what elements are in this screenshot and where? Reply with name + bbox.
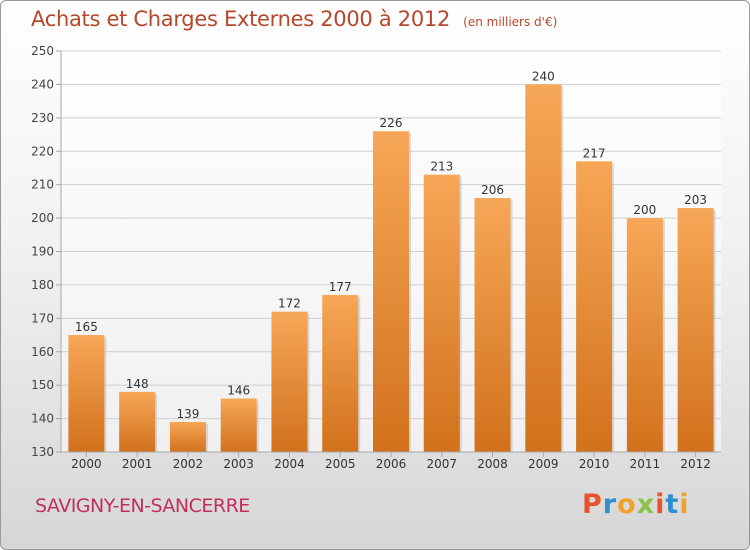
x-tick-label: 2009: [528, 457, 559, 471]
x-tick-label: 2001: [122, 457, 153, 471]
bar: [68, 335, 105, 452]
y-tick-labels: 130 140 150 160 170 180 190 200 210 220 230 240 250: [31, 44, 61, 459]
y-tick-label: 180: [31, 278, 54, 292]
logo-letter: t: [665, 489, 680, 520]
chart-title-row: Achats et Charges Externes 2000 à 2012 (…: [31, 7, 557, 31]
y-tick-label: 200: [31, 211, 54, 225]
y-tick-label: 160: [31, 345, 54, 359]
x-tick-label: 2012: [680, 457, 711, 471]
y-tick-label: 190: [31, 245, 54, 259]
logo-letter: r: [602, 489, 618, 520]
value-label: 165: [75, 320, 98, 334]
y-tick-label: 170: [31, 311, 54, 325]
value-label: 226: [380, 116, 403, 130]
x-tick-label: 2002: [173, 457, 204, 471]
value-label: 200: [633, 203, 656, 217]
y-tick-label: 210: [31, 178, 54, 192]
x-tick-label: 2005: [325, 457, 356, 471]
x-tick-label: 2011: [630, 457, 661, 471]
value-label: 217: [583, 146, 606, 160]
x-tick-label: 2008: [477, 457, 508, 471]
x-tick-label: 2004: [274, 457, 305, 471]
logo-letter: i: [655, 489, 666, 520]
bar: [423, 174, 460, 452]
value-label: 172: [278, 297, 301, 311]
x-tick-label: 2010: [579, 457, 610, 471]
bar: [322, 294, 359, 452]
bar: [576, 161, 613, 452]
value-label: 240: [532, 69, 555, 83]
bar: [626, 218, 663, 452]
value-label: 203: [684, 193, 707, 207]
bar: [373, 131, 409, 452]
proxiti-logo[interactable]: Proxiti: [582, 489, 690, 520]
bar: [474, 198, 511, 452]
value-label: 177: [329, 280, 352, 294]
y-tick-label: 230: [31, 111, 54, 125]
y-tick-label: 150: [31, 378, 54, 392]
logo-letter: x: [636, 489, 656, 520]
x-tick-labels: 2000 2001 2002 2003 2004 2005 2006 2007 2008 2009…: [71, 452, 711, 471]
chart-title: Achats et Charges Externes 2000 à 2012: [31, 7, 451, 31]
x-tick-label: 2003: [223, 457, 254, 471]
x-tick-label: 2006: [376, 457, 407, 471]
logo-letter: i: [679, 489, 690, 520]
bar: [220, 398, 257, 452]
bar: [677, 208, 714, 452]
bar: [119, 391, 156, 452]
y-tick-label: 240: [31, 77, 54, 91]
bar: [525, 84, 562, 453]
value-label: 213: [430, 160, 453, 174]
chart-unit: (en milliers d'€): [463, 15, 558, 29]
y-tick-label: 250: [31, 44, 54, 58]
commune-name: SAVIGNY-EN-SANCERRE: [35, 495, 250, 517]
value-label: 146: [227, 384, 250, 398]
y-tick-label: 220: [31, 144, 54, 158]
value-label: 139: [176, 407, 199, 421]
bars: [68, 84, 716, 453]
y-tick-label: 140: [31, 412, 54, 426]
logo-letter: P: [582, 489, 603, 520]
x-tick-label: 2000: [71, 457, 102, 471]
y-tick-label: 130: [31, 445, 54, 459]
value-label: 148: [126, 377, 149, 391]
x-tick-label: 2007: [426, 457, 457, 471]
bar: [271, 311, 308, 452]
bar: [169, 421, 206, 452]
value-label: 206: [481, 183, 504, 197]
logo-letter: o: [617, 489, 637, 520]
value-labels: 165 148 139 146 172 177 226 213 206 240 217 200 203: [75, 69, 707, 421]
